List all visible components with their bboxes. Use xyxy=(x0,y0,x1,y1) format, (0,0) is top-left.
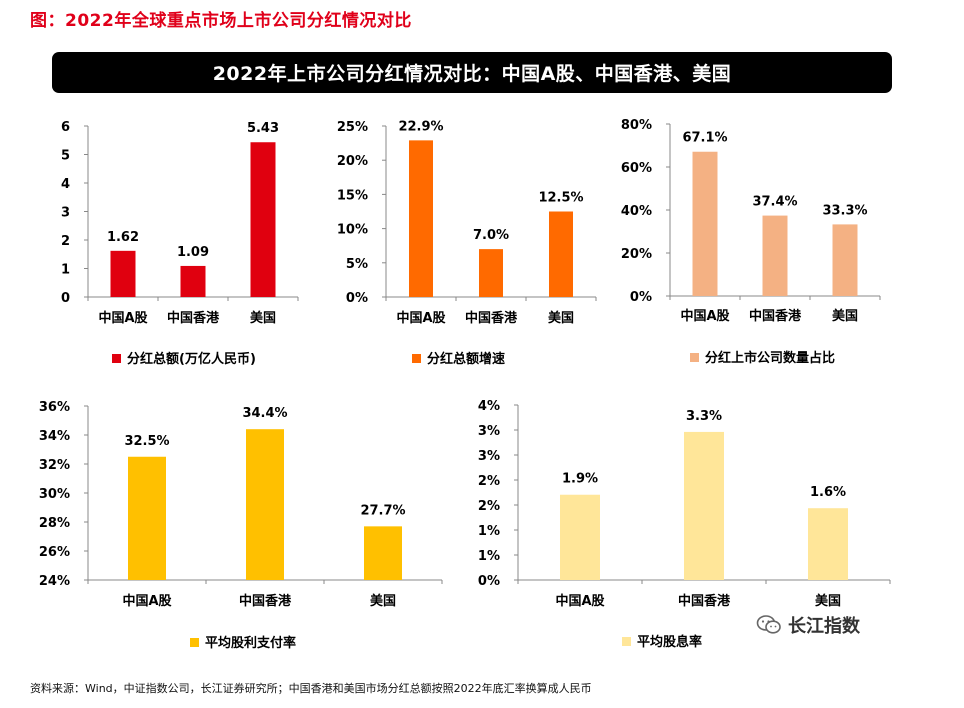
x-tick-label: 中国香港 xyxy=(167,310,220,326)
y-tick-label: 5% xyxy=(346,257,368,272)
y-tick-label: 2 xyxy=(61,234,70,249)
bar xyxy=(409,140,433,297)
x-tick-label: 中国A股 xyxy=(555,593,604,609)
x-tick-label: 中国香港 xyxy=(749,308,802,324)
y-tick-label: 80% xyxy=(621,118,652,133)
y-tick-label: 2% xyxy=(478,474,500,489)
y-tick-label: 40% xyxy=(621,204,652,219)
legend-swatch xyxy=(412,354,421,363)
legend-swatch xyxy=(690,353,699,362)
legend-swatch xyxy=(622,637,631,646)
bar xyxy=(832,224,858,296)
bar xyxy=(128,456,166,580)
data-label: 33.3% xyxy=(822,203,867,218)
data-label: 7.0% xyxy=(473,228,509,243)
legend-label: 分红总额增速 xyxy=(427,351,505,367)
y-tick-label: 28% xyxy=(39,516,70,531)
bar xyxy=(560,494,600,580)
data-label: 1.6% xyxy=(810,485,846,500)
bar xyxy=(684,431,724,580)
y-tick-label: 24% xyxy=(39,574,70,589)
y-tick-label: 1 xyxy=(61,263,70,278)
legend-swatch xyxy=(112,354,121,363)
x-tick-label: 中国A股 xyxy=(98,310,147,326)
x-tick-label: 中国香港 xyxy=(678,593,731,609)
banner: 2022年上市公司分红情况对比：中国A股、中国香港、美国 xyxy=(52,52,892,93)
bar xyxy=(479,249,503,297)
y-tick-label: 25% xyxy=(337,120,368,135)
data-label: 67.1% xyxy=(682,131,727,146)
wechat-icon xyxy=(756,615,781,634)
data-label: 5.43 xyxy=(247,121,279,136)
watermark-text: 长江指数 xyxy=(788,616,860,637)
data-label: 3.3% xyxy=(686,409,722,424)
y-tick-label: 26% xyxy=(39,545,70,560)
legend-label: 分红上市公司数量占比 xyxy=(705,350,835,366)
x-tick-label: 美国 xyxy=(250,310,276,326)
x-tick-label: 美国 xyxy=(815,593,841,609)
bar xyxy=(364,526,402,580)
data-label: 1.62 xyxy=(107,230,139,245)
data-label: 34.4% xyxy=(242,406,287,421)
data-label: 27.7% xyxy=(360,503,405,518)
banner-title: 2022年上市公司分红情况对比：中国A股、中国香港、美国 xyxy=(212,63,732,85)
y-tick-label: 5 xyxy=(61,149,70,164)
y-tick-label: 4 xyxy=(61,177,70,192)
legend-label: 平均股利支付率 xyxy=(205,635,296,651)
x-tick-label: 美国 xyxy=(370,593,396,609)
bar xyxy=(692,151,718,296)
y-tick-label: 1% xyxy=(478,549,500,564)
x-tick-label: 中国A股 xyxy=(396,310,445,326)
data-label: 1.09 xyxy=(177,245,209,260)
y-tick-label: 15% xyxy=(337,188,368,203)
x-tick-label: 美国 xyxy=(548,310,574,326)
y-tick-label: 32% xyxy=(39,458,70,473)
y-tick-label: 3 xyxy=(61,206,70,221)
y-tick-label: 0% xyxy=(630,290,652,305)
bar xyxy=(246,429,284,580)
y-tick-label: 6 xyxy=(61,120,70,135)
x-tick-label: 中国A股 xyxy=(680,308,729,324)
x-tick-label: 中国A股 xyxy=(122,593,171,609)
y-tick-label: 36% xyxy=(39,400,70,415)
y-tick-label: 4% xyxy=(478,399,500,414)
data-label: 12.5% xyxy=(538,191,583,206)
y-tick-label: 1% xyxy=(478,524,500,539)
legend-label: 平均股息率 xyxy=(637,634,702,650)
x-tick-label: 中国香港 xyxy=(465,310,518,326)
legend-label: 分红总额(万亿人民币) xyxy=(127,351,256,367)
legend-swatch xyxy=(190,638,199,647)
data-label: 32.5% xyxy=(124,434,169,449)
bar xyxy=(762,215,788,296)
bar xyxy=(250,142,276,297)
y-tick-label: 34% xyxy=(39,429,70,444)
bar xyxy=(549,211,573,297)
y-tick-label: 2% xyxy=(478,499,500,514)
data-label: 37.4% xyxy=(752,195,797,210)
bar xyxy=(808,508,848,580)
y-tick-label: 0% xyxy=(478,574,500,589)
x-tick-label: 中国香港 xyxy=(239,593,292,609)
y-tick-label: 3% xyxy=(478,424,500,439)
x-tick-label: 美国 xyxy=(832,308,858,324)
source-note: 资料来源：Wind，中证指数公司，长江证券研究所；中国香港和美国市场分红总额按照… xyxy=(30,682,592,695)
figure-title: 图：2022年全球重点市场上市公司分红情况对比 xyxy=(30,11,412,31)
bar xyxy=(180,265,206,297)
data-label: 22.9% xyxy=(398,119,443,134)
watermark: 长江指数 xyxy=(756,612,860,638)
bar xyxy=(110,250,136,297)
y-tick-label: 20% xyxy=(621,247,652,262)
y-tick-label: 0% xyxy=(346,291,368,306)
data-label: 1.9% xyxy=(562,472,598,487)
y-tick-label: 60% xyxy=(621,161,652,176)
y-tick-label: 0 xyxy=(61,291,70,306)
y-tick-label: 30% xyxy=(39,487,70,502)
y-tick-label: 10% xyxy=(337,223,368,238)
y-tick-label: 3% xyxy=(478,449,500,464)
y-tick-label: 20% xyxy=(337,154,368,169)
